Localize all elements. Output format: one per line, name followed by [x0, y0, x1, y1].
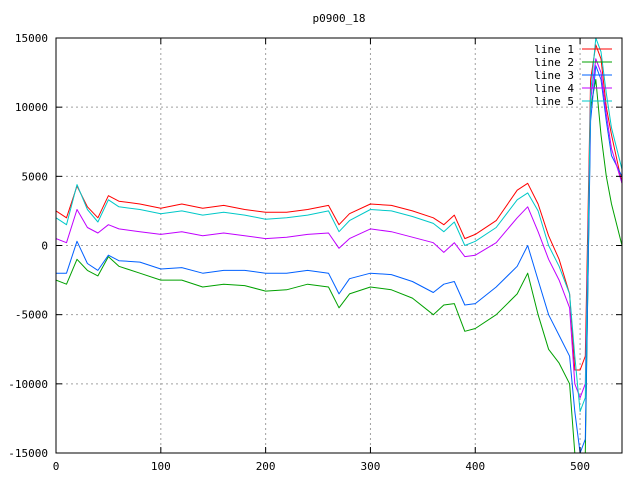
x-tick-label: 200 — [256, 460, 276, 473]
y-axis-tick-labels: -15000 -10000 -5000 0 5000 10000 15000 — [8, 32, 48, 460]
x-tick-label: 100 — [151, 460, 171, 473]
y-tick-label: 15000 — [15, 32, 48, 45]
chart-title: p0900_18 — [313, 12, 366, 25]
plot-area — [56, 38, 622, 453]
series-line-1 — [56, 44, 622, 371]
y-tick-label: -10000 — [8, 378, 48, 391]
series-line-3 — [56, 65, 622, 453]
legend-label-2: line 2 — [534, 56, 574, 69]
legend-label-1: line 1 — [534, 43, 574, 56]
y-tick-label: 5000 — [22, 170, 49, 183]
axis-ticks — [55, 37, 622, 454]
x-tick-label: 0 — [53, 460, 60, 473]
series-line-2 — [56, 79, 622, 453]
x-tick-label: 400 — [465, 460, 485, 473]
x-tick-label: 500 — [570, 460, 590, 473]
legend-label-5: line 5 — [534, 95, 574, 108]
x-axis-tick-labels: 0 100 200 300 400 500 — [53, 460, 590, 473]
series-line-5 — [56, 38, 622, 412]
legend-label-3: line 3 — [534, 69, 574, 82]
legend-label-4: line 4 — [534, 82, 574, 95]
y-tick-label: -5000 — [15, 309, 48, 322]
y-tick-label: 10000 — [15, 101, 48, 114]
x-tick-label: 300 — [361, 460, 381, 473]
series-line-4 — [56, 58, 622, 399]
y-tick-label: -15000 — [8, 447, 48, 460]
y-tick-label: 0 — [41, 240, 48, 253]
